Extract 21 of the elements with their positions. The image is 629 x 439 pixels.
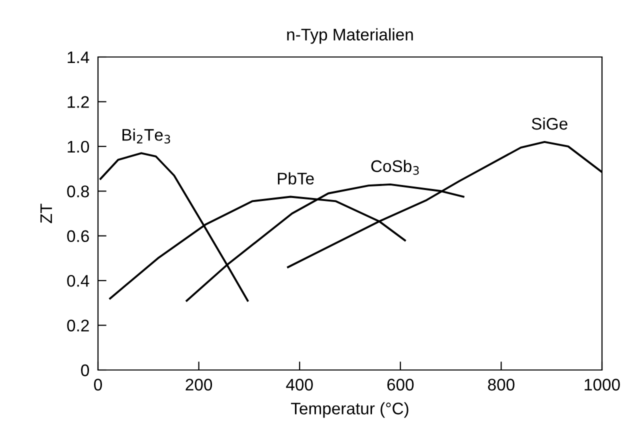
- x-tick-label: 1000: [584, 378, 620, 391]
- y-tick-label: 0.6: [67, 230, 89, 242]
- x-tick-label: 600: [387, 378, 414, 391]
- y-tick-label: 0.4: [67, 274, 90, 287]
- y-tick-label: 1.4: [68, 52, 90, 64]
- x-tick-label: 400: [286, 378, 313, 391]
- x-axis-title: Temperatur (°C): [291, 402, 408, 418]
- y-tick-label: 1.2: [68, 96, 89, 108]
- series-label: SiGe: [532, 117, 568, 130]
- chart-title: n-Typ Materialien: [287, 28, 413, 44]
- x-tick-label: 800: [488, 378, 514, 391]
- x-tick-label: 200: [186, 378, 212, 391]
- x-tick-label: 0: [94, 378, 102, 391]
- series-label: Bi$_{2}$Te$_{3}$: [122, 128, 170, 144]
- y-axis-title: ZT: [40, 204, 52, 224]
- y-tick-label: 1.0: [68, 140, 90, 153]
- y-tick-label: 0: [81, 364, 90, 376]
- y-tick-label: 0.8: [67, 186, 89, 198]
- series-label: CoSb$_{3}$: [371, 160, 419, 175]
- series-label: PbTe: [278, 172, 314, 184]
- y-tick-label: 0.2: [67, 320, 89, 332]
